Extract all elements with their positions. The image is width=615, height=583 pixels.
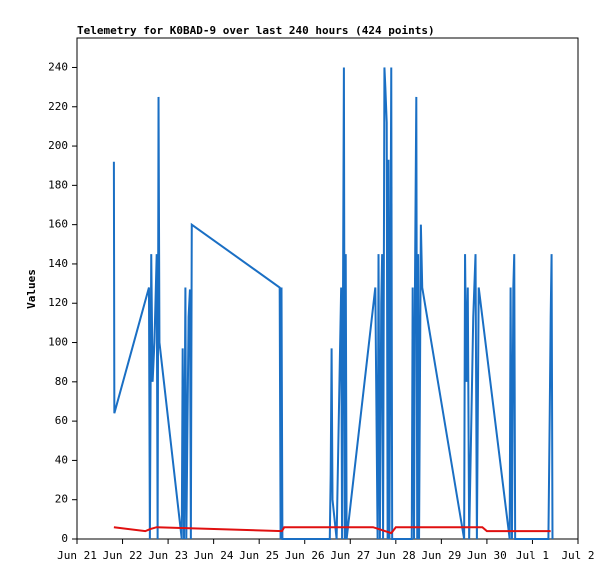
y-tick-label: 0 [61, 532, 68, 545]
y-tick-label: 200 [48, 139, 68, 152]
y-axis-label: Values [25, 269, 38, 309]
y-tick-label: 60 [55, 414, 68, 427]
x-tick-label: Jun 24 [194, 549, 234, 562]
x-tick-label: Jun 29 [421, 549, 461, 562]
series-line [113, 526, 551, 535]
y-tick-label: 240 [48, 60, 68, 73]
y-tick-label: 40 [55, 453, 68, 466]
x-tick-label: Jun 27 [330, 549, 370, 562]
x-tick-label: Jul 2 [561, 549, 594, 562]
x-tick-label: Jul 1 [516, 549, 549, 562]
x-tick-label: Jun 28 [376, 549, 416, 562]
y-tick-label: 180 [48, 178, 68, 191]
x-tick-label: Jun 25 [239, 549, 279, 562]
chart-title: Telemetry for K0BAD-9 over last 240 hour… [77, 24, 435, 37]
x-tick-label: Jun 30 [467, 549, 507, 562]
y-tick-label: 120 [48, 296, 68, 309]
x-tick-label: Jun 23 [148, 549, 188, 562]
series-line [112, 67, 554, 540]
y-tick-label: 80 [55, 375, 68, 388]
x-tick-label: Jun 21 [57, 549, 97, 562]
x-tick-label: Jun 22 [103, 549, 143, 562]
y-tick-label: 140 [48, 257, 68, 270]
y-tick-label: 20 [55, 493, 68, 506]
y-tick-label: 220 [48, 100, 68, 113]
x-tick-label: Jun 26 [285, 549, 325, 562]
y-tick-label: 160 [48, 218, 68, 231]
y-tick-label: 100 [48, 336, 68, 349]
